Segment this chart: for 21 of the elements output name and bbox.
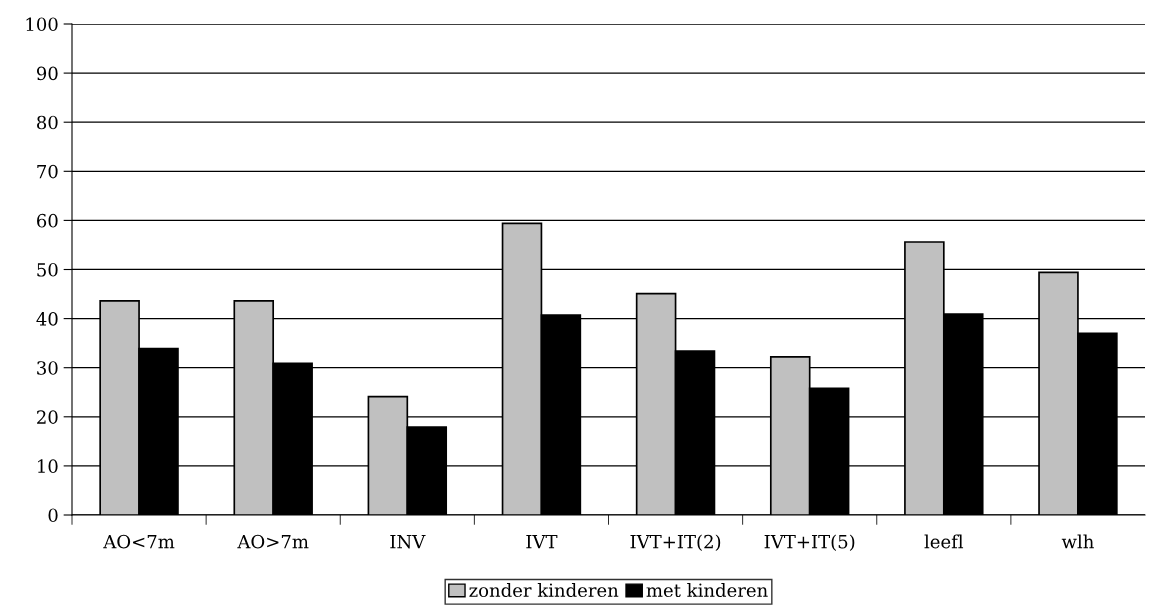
x-tick-label: IVT+IT(5): [764, 534, 855, 551]
legend-label: met kinderen: [646, 583, 768, 598]
y-tick-label: 50: [37, 262, 58, 277]
y-tick-label: 90: [36, 66, 58, 81]
y-tick-label: 10: [38, 459, 58, 474]
y-tick-label: 100: [26, 17, 58, 32]
y-tick-label: 40: [36, 312, 58, 326]
x-tick-label: AO<7m: [103, 534, 175, 549]
x-tick-label: INV: [390, 535, 426, 549]
x-tick-label: leefl: [924, 534, 964, 549]
x-tick-label: AO>7m: [237, 534, 309, 549]
x-tick-label: IVT: [526, 535, 558, 549]
y-tick-label: 30: [37, 361, 58, 375]
x-tick-label: wlh: [1061, 534, 1094, 549]
x-tick-label: IVT+IT(2): [630, 534, 721, 551]
y-tick-label: 20: [37, 410, 58, 424]
y-tick-label: 80: [37, 115, 58, 130]
y-tick-label: 70: [37, 164, 58, 179]
legend-label: zonder kinderen: [469, 583, 619, 598]
y-tick-label: 60: [37, 213, 58, 228]
y-tick-label: 0: [48, 508, 58, 523]
